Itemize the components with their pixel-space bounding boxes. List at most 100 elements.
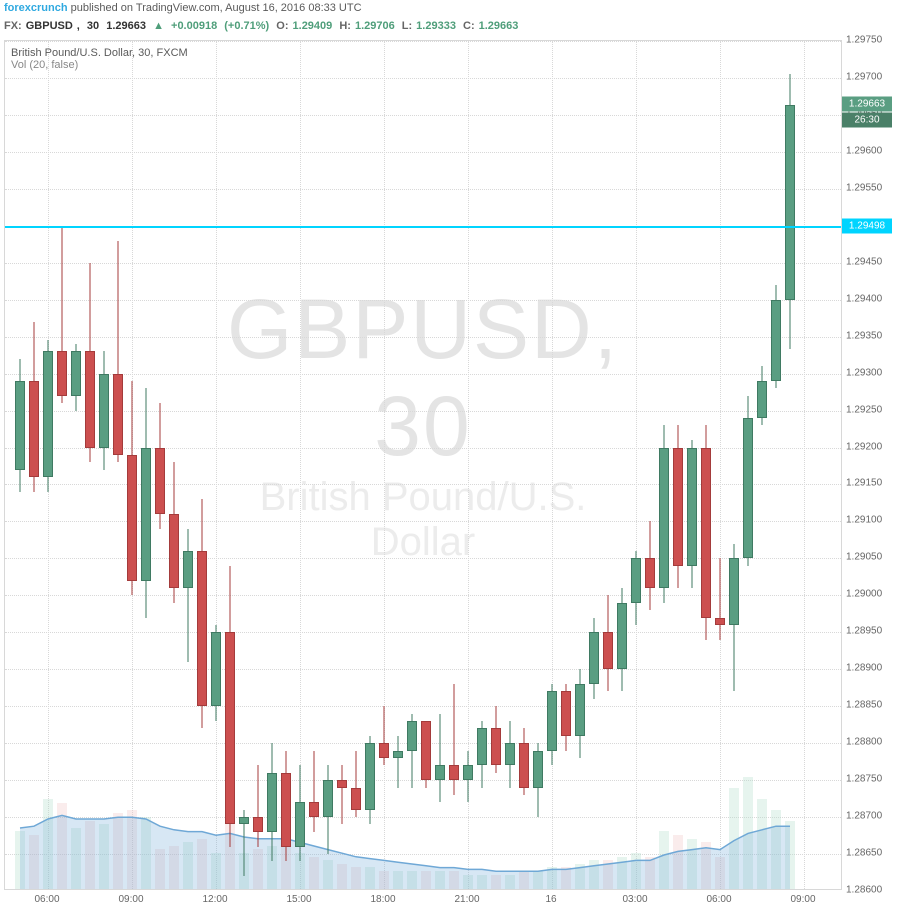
y-tick-label: 1.29250 xyxy=(846,404,882,415)
candle[interactable] xyxy=(239,41,249,890)
x-tick-label: 03:00 xyxy=(622,894,647,905)
x-tick-label: 12:00 xyxy=(202,894,227,905)
y-tick-label: 1.29300 xyxy=(846,367,882,378)
candle[interactable] xyxy=(169,41,179,890)
candle[interactable] xyxy=(155,41,165,890)
y-tick-label: 1.28800 xyxy=(846,737,882,748)
interval: 30 xyxy=(87,20,99,32)
candle[interactable] xyxy=(393,41,403,890)
x-tick-label: 16 xyxy=(545,894,556,905)
candle[interactable] xyxy=(673,41,683,890)
candle[interactable] xyxy=(211,41,221,890)
gridline-v xyxy=(804,41,805,889)
candle[interactable] xyxy=(505,41,515,890)
price-badge: 1.29663 xyxy=(842,97,892,112)
y-axis: 1.286001.286501.287001.287501.288001.288… xyxy=(842,40,900,890)
candle[interactable] xyxy=(701,41,711,890)
candle[interactable] xyxy=(449,41,459,890)
y-tick-label: 1.29400 xyxy=(846,293,882,304)
y-tick-label: 1.28900 xyxy=(846,663,882,674)
candle[interactable] xyxy=(645,41,655,890)
ohlc-header: FX:GBPUSD, 30 1.29663 ▲ +0.00918 (+0.71%… xyxy=(4,20,522,32)
candle[interactable] xyxy=(715,41,725,890)
candle[interactable] xyxy=(71,41,81,890)
candle[interactable] xyxy=(771,41,781,890)
candle[interactable] xyxy=(225,41,235,890)
x-tick-label: 15:00 xyxy=(286,894,311,905)
candle[interactable] xyxy=(281,41,291,890)
site-link[interactable]: TradingView.com xyxy=(136,2,220,14)
y-tick-label: 1.29350 xyxy=(846,330,882,341)
y-tick-label: 1.29050 xyxy=(846,552,882,563)
candle[interactable] xyxy=(197,41,207,890)
candle[interactable] xyxy=(547,41,557,890)
candle[interactable] xyxy=(743,41,753,890)
candle[interactable] xyxy=(631,41,641,890)
y-tick-label: 1.29700 xyxy=(846,71,882,82)
plot-area[interactable]: GBPUSD, 30 British Pound/U.S. Dollar Bri… xyxy=(4,40,842,890)
candle[interactable] xyxy=(421,41,431,890)
candle[interactable] xyxy=(351,41,361,890)
candle[interactable] xyxy=(533,41,543,890)
candle[interactable] xyxy=(99,41,109,890)
candle[interactable] xyxy=(113,41,123,890)
candle[interactable] xyxy=(85,41,95,890)
candle[interactable] xyxy=(323,41,333,890)
candle[interactable] xyxy=(365,41,375,890)
x-tick-label: 09:00 xyxy=(790,894,815,905)
symbol: GBPUSD xyxy=(26,20,73,32)
high-value: 1.29706 xyxy=(355,20,395,32)
x-tick-label: 21:00 xyxy=(454,894,479,905)
y-tick-label: 1.29200 xyxy=(846,441,882,452)
y-tick-label: 1.29750 xyxy=(846,35,882,46)
candle[interactable] xyxy=(141,41,151,890)
candle[interactable] xyxy=(407,41,417,890)
candle[interactable] xyxy=(687,41,697,890)
chart-title: British Pound/U.S. Dollar, 30, FXCM Vol … xyxy=(11,47,188,71)
change-abs: +0.00918 xyxy=(171,20,217,32)
y-tick-label: 1.28600 xyxy=(846,885,882,896)
candle[interactable] xyxy=(617,41,627,890)
candle[interactable] xyxy=(477,41,487,890)
candle[interactable] xyxy=(295,41,305,890)
candle[interactable] xyxy=(379,41,389,890)
candle[interactable] xyxy=(183,41,193,890)
candle[interactable] xyxy=(561,41,571,890)
candle[interactable] xyxy=(575,41,585,890)
candle[interactable] xyxy=(491,41,501,890)
y-tick-label: 1.28650 xyxy=(846,848,882,859)
change-pct: (+0.71%) xyxy=(224,20,269,32)
candle[interactable] xyxy=(57,41,67,890)
x-tick-label: 09:00 xyxy=(118,894,143,905)
candle[interactable] xyxy=(337,41,347,890)
candle[interactable] xyxy=(589,41,599,890)
y-tick-label: 1.28700 xyxy=(846,811,882,822)
candle[interactable] xyxy=(519,41,529,890)
horizontal-line[interactable] xyxy=(5,226,841,228)
candle[interactable] xyxy=(435,41,445,890)
candle[interactable] xyxy=(127,41,137,890)
candle[interactable] xyxy=(463,41,473,890)
countdown-badge: 26:30 xyxy=(842,113,892,128)
symbol-prefix: FX: xyxy=(4,20,22,32)
candle[interactable] xyxy=(29,41,39,890)
candle[interactable] xyxy=(603,41,613,890)
y-tick-label: 1.28750 xyxy=(846,774,882,785)
author-link[interactable]: forexcrunch xyxy=(4,2,68,14)
y-tick-label: 1.29000 xyxy=(846,589,882,600)
candle[interactable] xyxy=(253,41,263,890)
candle[interactable] xyxy=(729,41,739,890)
candle[interactable] xyxy=(309,41,319,890)
candle[interactable] xyxy=(659,41,669,890)
candle[interactable] xyxy=(43,41,53,890)
candle[interactable] xyxy=(15,41,25,890)
x-tick-label: 06:00 xyxy=(34,894,59,905)
y-tick-label: 1.29450 xyxy=(846,256,882,267)
candle[interactable] xyxy=(757,41,767,890)
y-tick-label: 1.28950 xyxy=(846,626,882,637)
close-value: 1.29663 xyxy=(479,20,519,32)
candle[interactable] xyxy=(267,41,277,890)
candle[interactable] xyxy=(785,41,795,890)
chart-container[interactable]: GBPUSD, 30 British Pound/U.S. Dollar Bri… xyxy=(4,40,900,912)
x-axis: 06:0009:0012:0015:0018:0021:001603:0006:… xyxy=(4,890,842,912)
